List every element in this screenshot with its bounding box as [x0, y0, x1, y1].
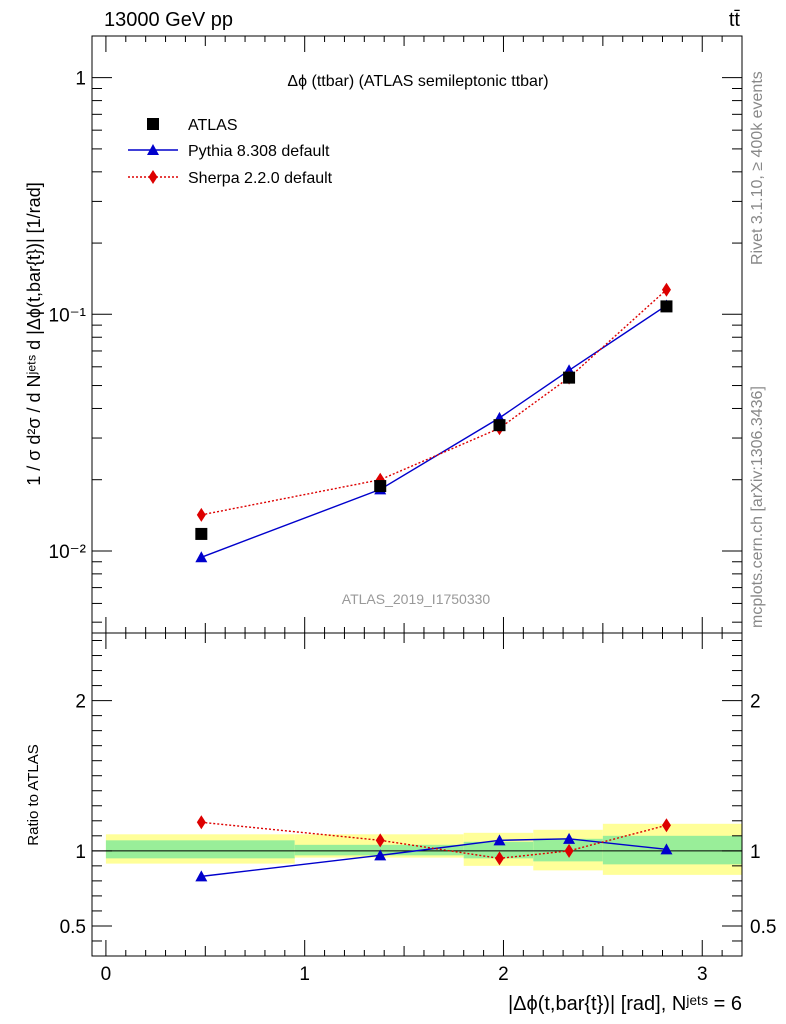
ratio-sherpa-2-2-0-default-point: [494, 851, 504, 866]
energy-label: 13000 GeV pp: [104, 9, 233, 31]
analysis-watermark: ATLAS_2019_I1750330: [342, 591, 491, 607]
ratio-pythia-8-308-default-point: [563, 832, 576, 844]
ratio-sherpa-2-2-0-default-point: [564, 843, 574, 858]
ratio-sherpa-2-2-0-default-point: [375, 833, 385, 848]
ratio-y-tick-label-right: 0.5: [750, 917, 776, 938]
ratio-sherpa-2-2-0-default-point: [661, 818, 671, 833]
ratio-inner-band: [463, 841, 534, 859]
main-panel: 10⁻² 10⁻¹ 1 Δϕ (ttbar) (ATLAS semileptonic…: [24, 35, 743, 634]
main-y-tick-label: 10⁻²: [49, 542, 87, 563]
ratio-sherpa-2-2-0-default-point: [196, 815, 206, 830]
ratio-inner-band: [105, 840, 295, 859]
source-label: mcplots.cern.ch [arXiv:1306.3436]: [749, 386, 766, 628]
main-sherpa-2-2-0-default-point: [196, 507, 206, 522]
x-tick-label: 2: [498, 964, 509, 985]
main-sherpa-2-2-0-default-point: [661, 282, 671, 297]
legend-marker: [148, 170, 158, 184]
chart-title: Δϕ (ttbar) (ATLAS semileptonic ttbar): [287, 73, 548, 90]
legend-marker: [147, 144, 159, 155]
main-sherpa-2-2-0-default-line: [201, 289, 667, 516]
x-tick-label: 1: [299, 964, 310, 985]
legend: ATLAS Pythia 8.308 default Sherpa 2.2.0 de…: [128, 117, 333, 187]
ratio-panel: 0.5 0.5 1 1 2 2 0 1 2 3 Ratio to ATLAS |Δϕ(t,bar{…: [25, 632, 776, 1015]
ratio-y-tick-label-right: 2: [750, 692, 761, 713]
ratio-y-tick-label-left: 0.5: [60, 917, 86, 938]
main-atlas-point: [563, 371, 576, 384]
ratio-frame: [91, 632, 743, 957]
main-atlas-point: [374, 480, 387, 493]
main-y-axis-label: 1 / σ d²σ / d Nʲᵉᵗˢ d |Δϕ(t,bar{t})| [1/…: [24, 182, 44, 485]
ratio-y-tick-label-left: 2: [75, 692, 86, 713]
ratio-pythia-8-308-default-point: [195, 870, 208, 882]
main-y-tick-label: 10⁻¹: [49, 305, 87, 326]
ratio-pythia-8-308-default-point: [493, 834, 506, 846]
x-tick-label: 0: [101, 964, 112, 985]
ratio-inner-band: [602, 835, 742, 865]
x-tick-label: 3: [697, 964, 708, 985]
main-atlas-point: [493, 419, 506, 432]
main-y-tick-label: 1: [75, 69, 86, 90]
legend-label: Pythia 8.308 default: [188, 143, 330, 160]
process-label: tt̄: [729, 9, 741, 31]
ratio-inner-band: [294, 844, 464, 856]
rivet-version-label: Rivet 3.1.10, ≥ 400k events: [749, 71, 766, 265]
legend-label: ATLAS: [188, 117, 238, 134]
main-atlas-point: [660, 300, 673, 313]
main-atlas-point: [195, 527, 208, 540]
ratio-y-axis-label: Ratio to ATLAS: [25, 744, 42, 845]
ratio-y-tick-label-right: 1: [750, 842, 761, 863]
ratio-pythia-8-308-default-point: [660, 843, 673, 855]
ratio-pythia-8-308-default-point: [374, 849, 387, 861]
ratio-y-tick-label-left: 1: [75, 842, 86, 863]
main-pythia-8-308-default-point: [195, 551, 208, 563]
main-pythia-8-308-default-line: [201, 304, 667, 558]
x-axis-label: |Δϕ(t,bar{t})| [rad], Nʲᵉᵗˢ = 6: [508, 993, 742, 1015]
legend-label: Sherpa 2.2.0 default: [188, 170, 333, 187]
legend-marker: [147, 118, 159, 130]
